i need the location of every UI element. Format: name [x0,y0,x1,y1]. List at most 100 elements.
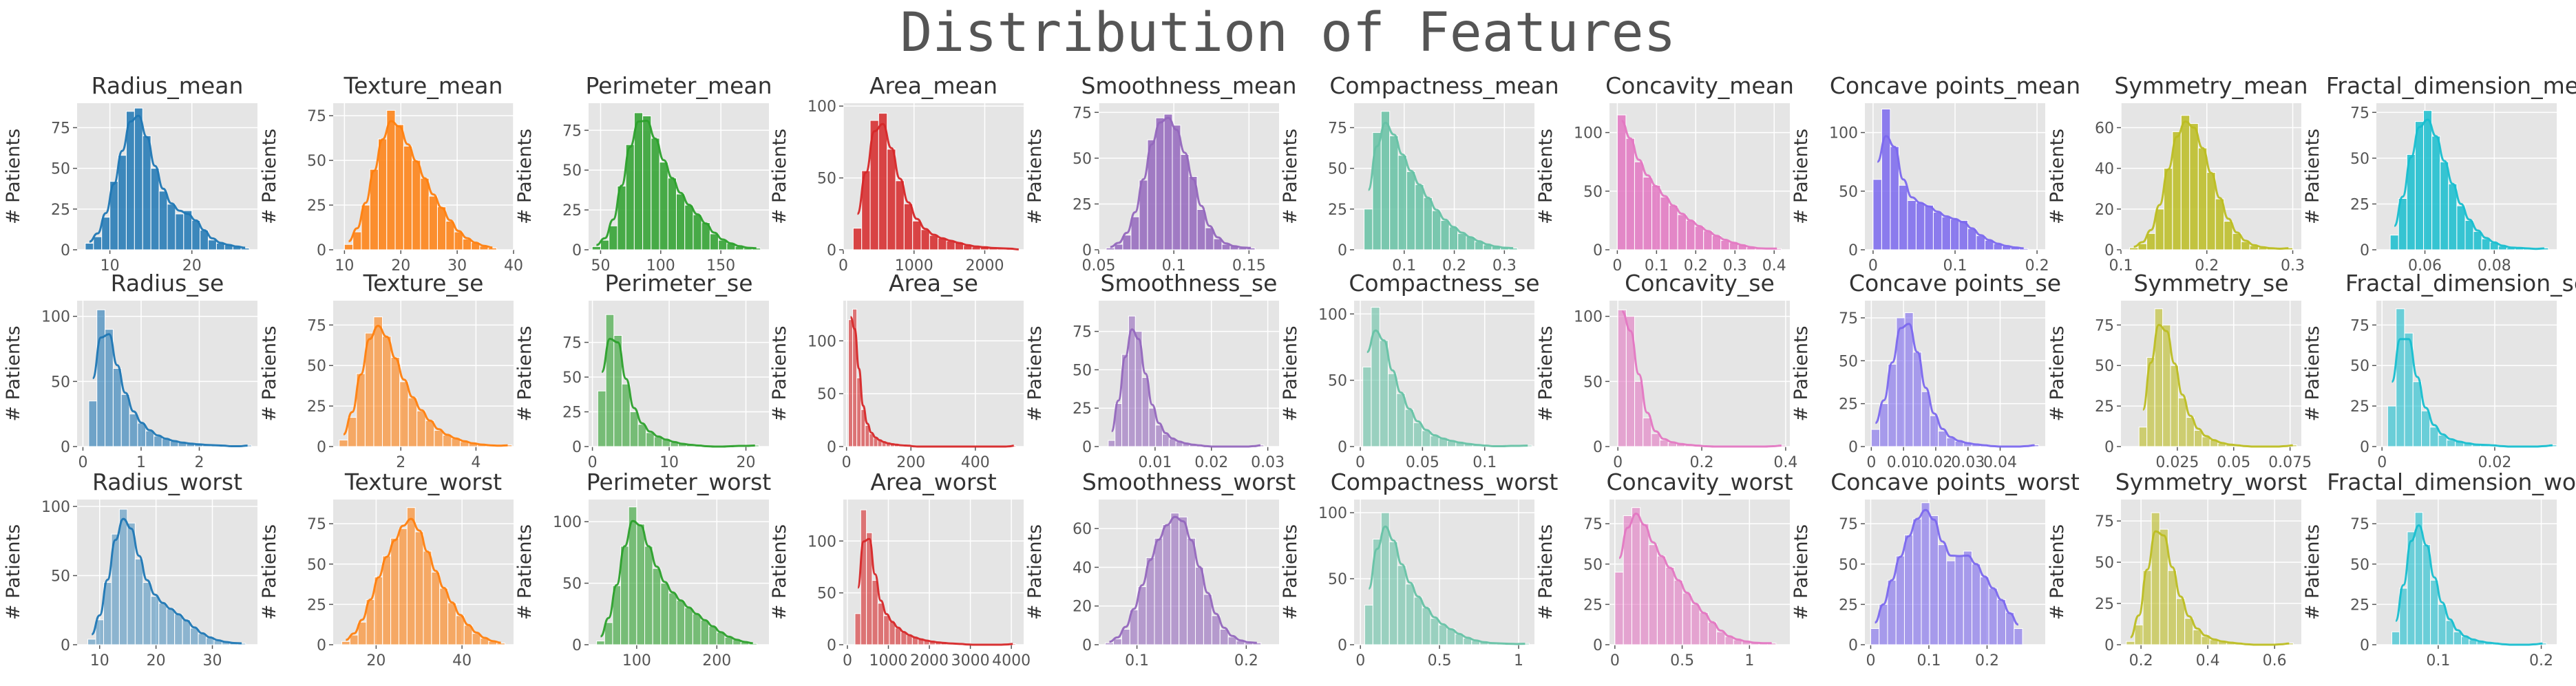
y-tick-label: 100 [1574,309,1603,326]
x-tick-label: 20 [391,257,410,275]
y-tick-label: 0 [2360,439,2369,456]
histogram-bar [1720,239,1730,250]
histogram-bar [96,309,106,447]
kde-curve [1618,512,1772,645]
panel-concavity-mean: 0 0.1 0.2 0.3 0.4 0 50 100 Concavity_mean # Patie… [1535,72,1794,275]
histogram-bar [591,246,601,250]
y-tick-label: 25 [1328,202,1347,219]
x-tick-label: 0 [1355,454,1365,471]
histogram-bar [633,112,644,250]
histogram-bar [668,592,677,645]
histogram-bar [887,149,896,250]
x-tick-label: 1 [136,454,146,471]
histogram-bar [1371,307,1380,447]
histogram-bar [341,641,350,645]
x-tick-label: 1000 [895,257,933,275]
histogram-bar [154,436,162,447]
histogram-bar [403,145,413,250]
x-tick-label: 0.02 [2478,454,2511,471]
histogram-bar [434,429,443,447]
histogram-bar [1179,516,1188,645]
histogram-bar [2193,429,2203,447]
y-axis-label: # Patients [1280,524,1301,620]
histogram-bar [2146,233,2156,250]
y-tick-label: 25 [1839,396,1858,414]
x-tick-label: 0.05 [1406,454,1439,471]
x-tick-label: 0 [1866,652,1875,669]
histogram-bar [1130,216,1140,250]
histogram-bar [1669,204,1678,250]
histogram-bar [854,613,861,645]
kde-curve [1367,525,1525,645]
y-tick-label: 50 [562,369,582,387]
histogram-bar [1396,393,1406,447]
x-tick-label: 4000 [992,652,1031,669]
y-axis-label: # Patients [259,325,280,421]
x-tick-label: 400 [961,454,990,471]
panel-area-se: 0 200 400 0 50 100 Area_se # Patients [769,270,1024,471]
histogram-bar [637,424,647,447]
histogram-bar [2134,624,2144,645]
x-tick-label: 0 [2377,454,2387,471]
histogram-bar [1694,226,1704,250]
y-tick-label: 50 [1328,161,1347,178]
panel-concavity-se: 0 0.2 0.4 0 50 100 Concavity_se # Patients [1535,270,1797,471]
histogram-bar [158,603,167,645]
panel-symmetry-mean: 0.1 0.2 0.3 0 20 40 60 Symmetry_mean # Patients [2047,72,2308,275]
kde-curve [2133,120,2289,250]
y-axis-label: # Patients [259,129,280,224]
histogram-bar [1716,631,1726,645]
histogram-bar [386,109,396,250]
x-tick-label: 0.5 [1428,652,1452,669]
y-tick-label: 50 [1583,374,1603,391]
histogram-bar [1963,550,1973,645]
histogram-bar [1106,247,1115,250]
x-tick-label: 40 [504,257,523,275]
y-axis-label: # Patients [1535,524,1556,620]
x-tick-label: 0.6 [2263,652,2287,669]
x-tick-label: 0 [1610,652,1620,669]
histogram-bar [1634,380,1644,447]
x-tick-label: 0.5 [1670,652,1694,669]
histogram-bar [2396,308,2405,447]
histogram-bar [1912,518,1922,645]
histogram-bar [2167,570,2177,645]
y-tick-label: 50 [1583,184,1603,201]
y-tick-label: 50 [1583,557,1603,574]
x-tick-label: 0.1 [1917,652,1941,669]
y-tick-label: 100 [807,98,836,116]
histogram-bar [1907,200,1917,250]
histogram-bar [2412,381,2422,447]
histogram-bar [1941,216,1951,250]
histogram-bar [2126,641,2135,645]
y-axis-label: # Patients [1791,524,1812,620]
histogram-bar [390,356,401,447]
x-tick-label: 0.1 [2426,652,2450,669]
kde-curve [2129,530,2290,646]
panel-title: Compactness_worst [1331,469,1559,495]
x-tick-label: 10 [101,257,120,275]
panel-perimeter-se: 0 10 20 0 25 50 75 Perimeter_se # Patients [514,270,769,471]
histogram-bar [1252,642,1262,645]
histogram-bar [208,239,217,250]
histogram-bar [167,204,176,250]
panel-title: Compactness_se [1349,270,1539,297]
y-tick-label: 50 [817,171,836,188]
y-tick-label: 0 [827,637,836,654]
histogram-bar [2431,136,2441,250]
y-tick-label: 75 [307,516,326,533]
y-tick-label: 75 [1073,105,1092,122]
kde-curve [348,120,493,249]
histogram-bar [2430,579,2439,645]
y-tick-label: 0 [1593,439,1603,456]
histogram-bar [112,367,122,447]
y-tick-label: 50 [1839,557,1858,574]
y-tick-label: 75 [562,122,582,140]
y-tick-label: 0 [1848,637,1858,654]
histogram-bar [600,239,610,250]
panel-area-worst: 0 1000 2000 3000 4000 0 50 100 Area_worst # Patie… [769,469,1031,669]
kde-curve [1621,120,1777,250]
panel-radius-se: 0 1 2 0 50 100 Radius_se # Patients [3,270,257,471]
histogram-bar [85,243,94,250]
panel-title: Area_se [889,270,978,297]
